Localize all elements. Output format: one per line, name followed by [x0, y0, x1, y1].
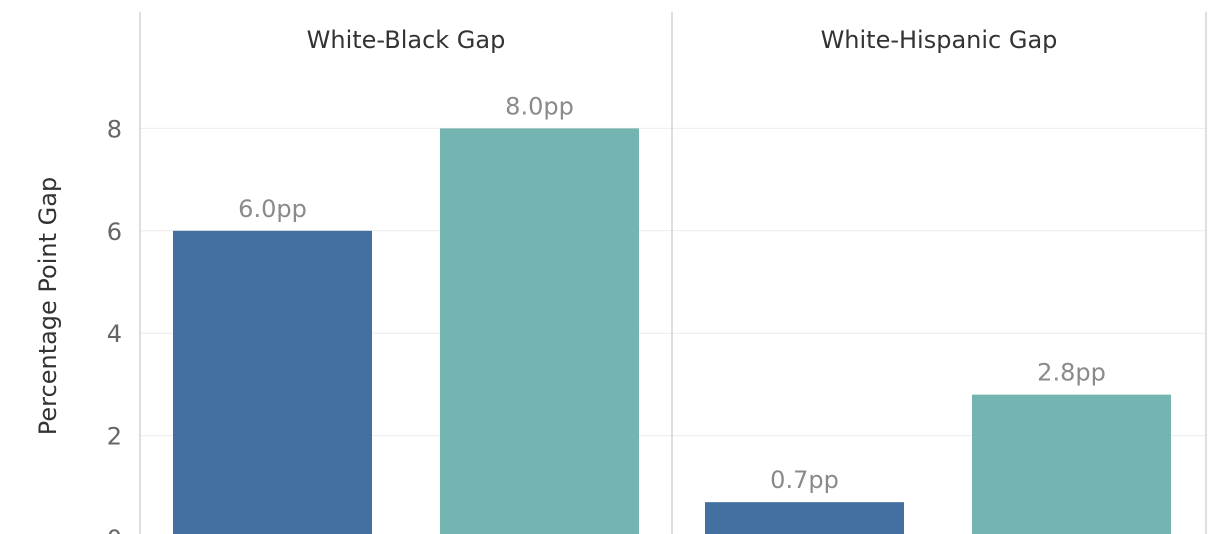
- bar: [173, 230, 372, 534]
- bar: [440, 128, 639, 534]
- y-axis: 0 2 4 6 8: [107, 115, 122, 534]
- panel-titles: White-Black Gap White-Hispanic Gap: [307, 26, 1058, 54]
- y-tick-label: 0: [107, 525, 122, 534]
- panel-dividers: [139, 12, 1207, 534]
- panel-title: White-Black Gap: [307, 26, 506, 54]
- y-tick-label: 8: [107, 115, 122, 143]
- data-label: 8.0pp: [505, 92, 574, 120]
- panel-title: White-Hispanic Gap: [821, 26, 1058, 54]
- bar: [705, 502, 904, 534]
- y-tick-label: 4: [107, 320, 122, 348]
- data-label: 2.8pp: [1037, 359, 1106, 387]
- data-labels: 6.0pp 8.0pp 0.7pp 2.8pp: [238, 92, 1106, 494]
- data-label: 0.7pp: [770, 466, 839, 494]
- y-tick-label: 6: [107, 218, 122, 246]
- bars: [173, 128, 1171, 534]
- data-label: 6.0pp: [238, 195, 307, 223]
- y-tick-label: 2: [107, 423, 122, 451]
- y-axis-title: Percentage Point Gap: [34, 177, 62, 435]
- bar: [972, 394, 1171, 534]
